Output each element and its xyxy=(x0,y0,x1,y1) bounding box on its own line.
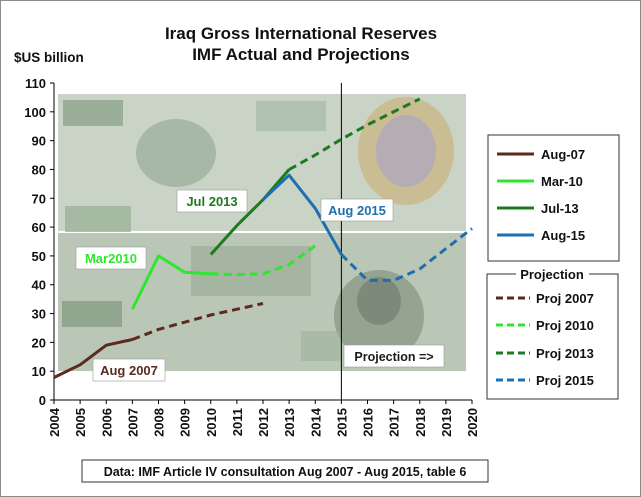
x-tick-label: 2006 xyxy=(99,408,114,437)
series-line-mar-10 xyxy=(131,254,211,310)
series-line-aug-15 xyxy=(261,173,343,256)
legend-projection: Projection Proj 2007 Proj 2010 Proj 2013… xyxy=(486,266,619,400)
y-tick-label: 80 xyxy=(32,162,46,177)
legend-label-aug-07: Aug-07 xyxy=(541,147,585,162)
chart-title: Iraq Gross International Reserves xyxy=(165,24,437,43)
source-text: Data: IMF Article IV consultation Aug 20… xyxy=(104,465,467,479)
annotation-mar-2010: Mar2010 xyxy=(75,246,147,270)
legend-label-mar-10: Mar-10 xyxy=(541,174,583,189)
x-tick-label: 2009 xyxy=(178,408,193,437)
y-tick-label: 20 xyxy=(32,335,46,350)
x-tick-label: 2007 xyxy=(125,408,140,437)
x-tick-label: 2014 xyxy=(308,407,323,437)
legend-label-jul-13: Jul-13 xyxy=(541,201,579,216)
x-tick-label: 2020 xyxy=(465,408,480,437)
y-tick-label: 70 xyxy=(32,191,46,206)
legend-label-proj-2007: Proj 2007 xyxy=(536,291,594,306)
series-line-proj-2013 xyxy=(288,97,421,171)
x-tick-label: 2019 xyxy=(439,408,454,437)
annotation-jul-2013: Jul 2013 xyxy=(176,189,248,213)
y-tick-label: 30 xyxy=(32,307,46,322)
x-tick-label: 2013 xyxy=(282,408,297,437)
series-line-proj-2007 xyxy=(131,302,264,341)
x-tick-label: 2008 xyxy=(152,408,167,437)
y-tick-label: 90 xyxy=(32,134,46,149)
y-ticks: 0 10 20 30 40 50 60 70 80 90 100 110 xyxy=(24,76,54,408)
series-layer xyxy=(53,97,473,379)
banknote-background-image xyxy=(54,83,472,400)
legend-label-aug-15: Aug-15 xyxy=(541,228,585,243)
y-tick-label: 0 xyxy=(39,393,46,408)
source-note: Data: IMF Article IV consultation Aug 20… xyxy=(81,459,489,483)
annotation-aug-2015: Aug 2015 xyxy=(320,198,394,222)
annotation-projection: Projection => xyxy=(343,344,445,368)
y-tick-label: 40 xyxy=(32,278,46,293)
x-tick-label: 2004 xyxy=(47,407,62,437)
legend-label-proj-2015: Proj 2015 xyxy=(536,373,594,388)
legend-projection-title: Projection xyxy=(520,267,584,282)
y-tick-label: 60 xyxy=(32,220,46,235)
annotation-text: Projection => xyxy=(354,350,433,364)
y-tick-label: 10 xyxy=(32,364,46,379)
y-tick-label: 100 xyxy=(24,105,46,120)
annotation-text: Mar2010 xyxy=(85,251,137,266)
annotation-text: Jul 2013 xyxy=(186,194,237,209)
y-axis-label: $US billion xyxy=(14,50,84,65)
annotation-text: Aug 2015 xyxy=(328,203,386,218)
x-tick-label: 2017 xyxy=(387,408,402,437)
x-tick-label: 2005 xyxy=(73,408,88,437)
x-tick-label: 2016 xyxy=(361,408,376,437)
y-tick-label: 50 xyxy=(32,249,46,264)
y-tick-label: 110 xyxy=(25,76,46,91)
x-tick-label: 2015 xyxy=(334,408,349,437)
x-tick-label: 2018 xyxy=(413,408,428,437)
x-ticks: 2004 2005 2006 2007 2008 2009 2010 2011 2012 2013… xyxy=(47,400,480,437)
legend-actual: Aug-07 Mar-10 Jul-13 Aug-15 xyxy=(487,134,620,262)
series-line-aug-07 xyxy=(53,338,133,379)
legend-label-proj-2013: Proj 2013 xyxy=(536,346,594,361)
chart-subtitle: IMF Actual and Projections xyxy=(192,45,410,64)
legend-label-proj-2010: Proj 2010 xyxy=(536,318,594,333)
annotation-text: Aug 2007 xyxy=(100,363,158,378)
x-tick-label: 2012 xyxy=(256,408,271,437)
series-line-proj-2015 xyxy=(340,227,473,282)
x-tick-label: 2010 xyxy=(204,408,219,437)
series-line-jul-13 xyxy=(209,168,291,256)
annotation-aug-2007: Aug 2007 xyxy=(92,358,166,382)
series-line-proj-2010 xyxy=(210,244,317,277)
x-tick-label: 2011 xyxy=(230,408,245,436)
